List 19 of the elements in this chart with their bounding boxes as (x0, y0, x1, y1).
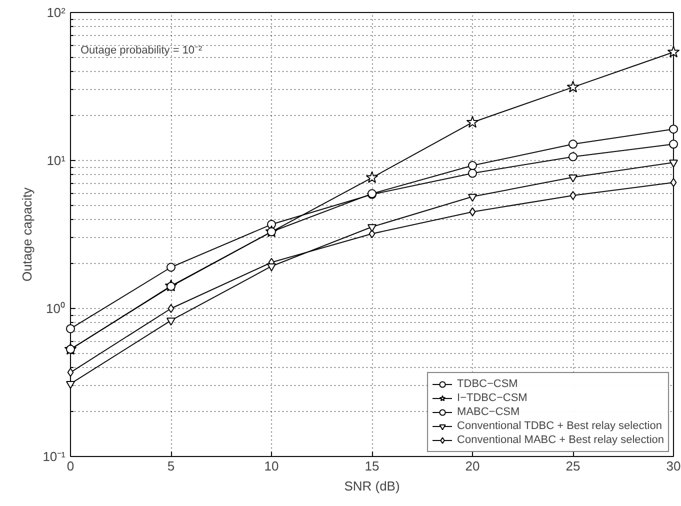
x-axis-title: SNR (dB) (344, 478, 400, 494)
legend-label: Conventional TDBC + Best relay selection (457, 419, 662, 433)
y-tick-label: 10² (46, 5, 66, 20)
y-tick-label: 10⁻¹ (42, 449, 66, 464)
x-tick-label: 5 (167, 458, 175, 474)
x-tick-label: 30 (666, 458, 681, 474)
annotation: Outage probability = 10⁻² (80, 44, 203, 56)
legend-label: Conventional MABC + Best relay selection (457, 433, 664, 447)
x-tick-label: 25 (566, 458, 580, 474)
legend-label: TDBC−CSM (457, 377, 518, 391)
y-axis-title: Outage capacity (20, 187, 35, 282)
x-tick-label: 10 (264, 458, 279, 474)
y-tick-label: 10¹ (46, 153, 66, 168)
legend-label: MABC−CSM (457, 405, 520, 419)
x-tick-label: 0 (66, 458, 74, 474)
x-tick-label: 15 (364, 458, 380, 474)
x-tick-label: 20 (465, 458, 480, 474)
y-tick-label: 10⁰ (46, 301, 66, 316)
legend-label: I−TDBC−CSM (457, 391, 528, 405)
